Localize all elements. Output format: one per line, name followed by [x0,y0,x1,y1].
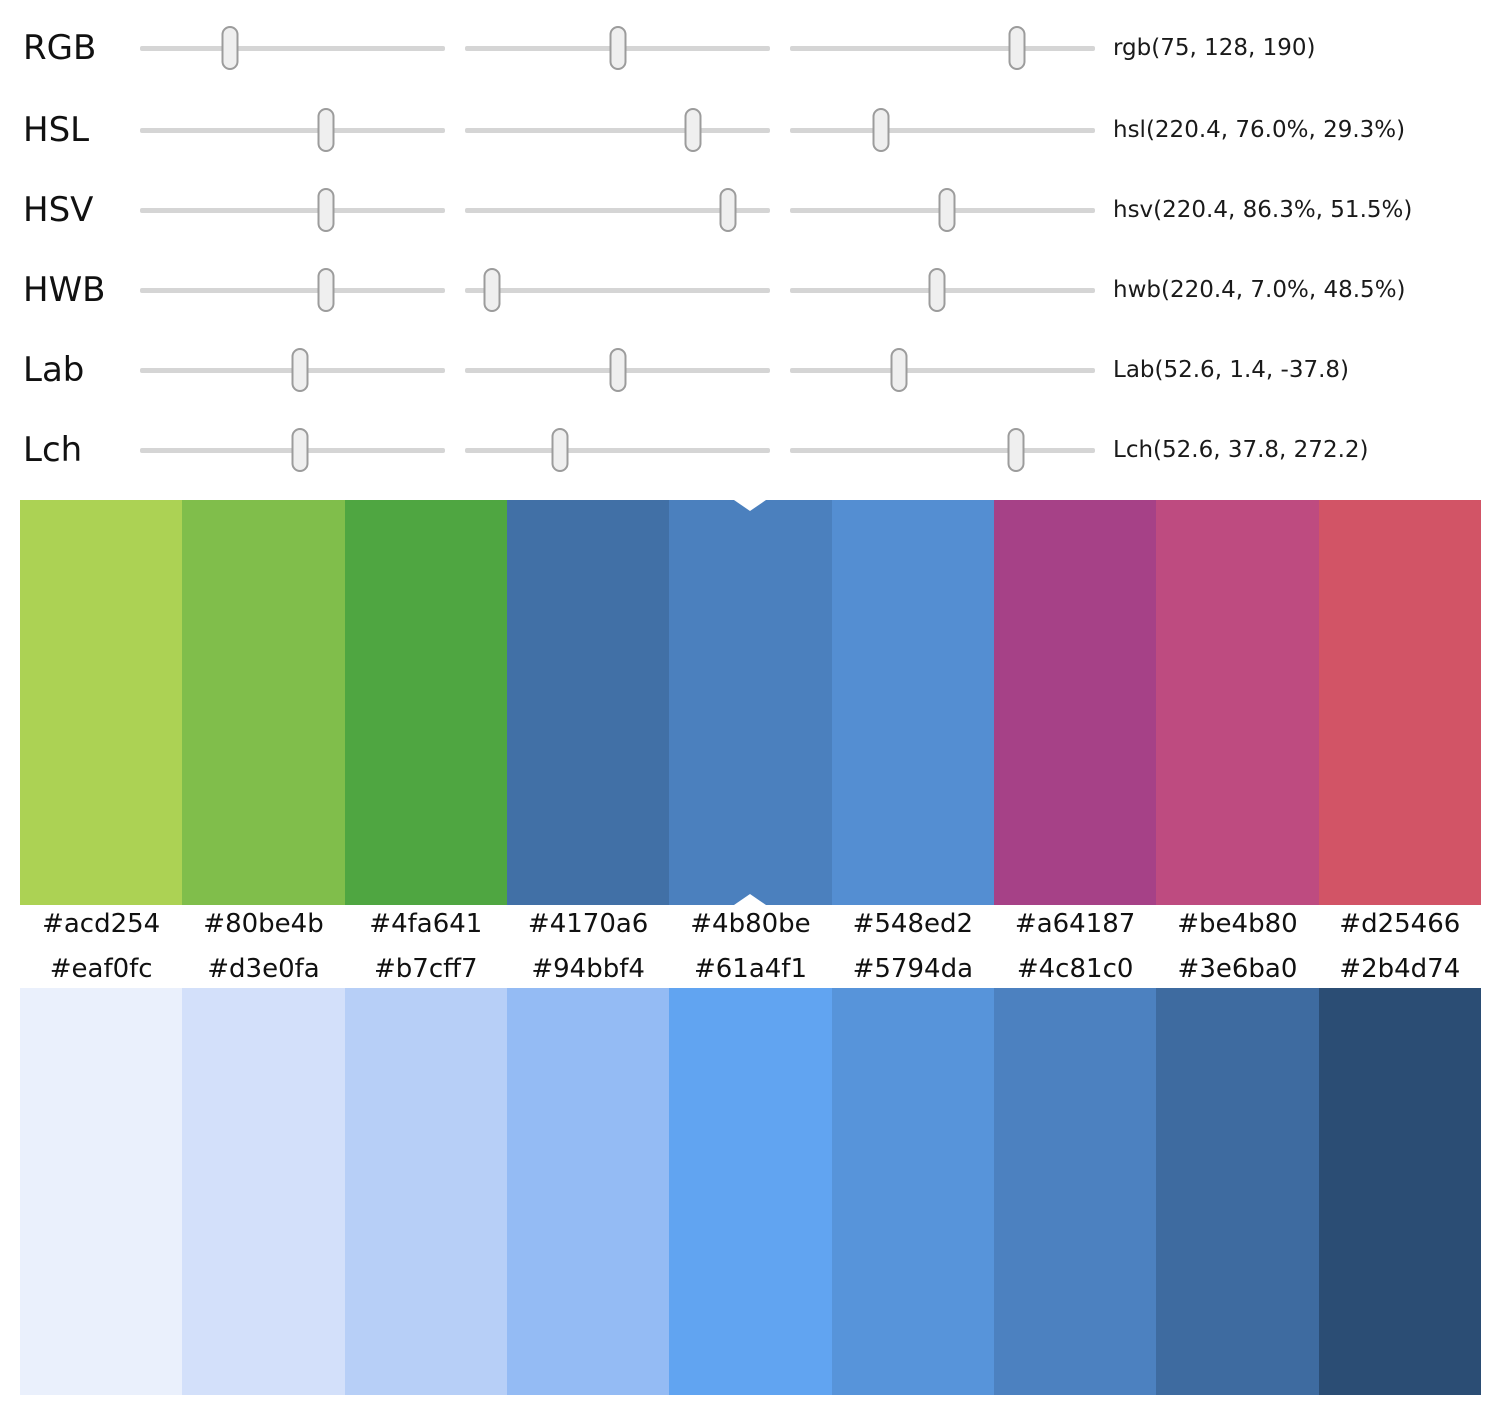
slider-row-lch: Lch Lch(52.6, 37.8, 272.2) [0,420,1501,480]
hex-code-label: #d25466 [1339,909,1461,939]
slider-handle-rgb-1[interactable] [221,26,239,70]
scale-swatch-5[interactable] [669,500,832,905]
hex-code-label: #d3e0fa [207,954,320,984]
slider-row-rgb: RGB rgb(75, 128, 190) [0,18,1501,78]
slider-row-hsv: HSV hsv(220.4, 86.3%, 51.5%) [0,180,1501,240]
slider-track-hsv-2[interactable] [465,188,770,232]
slider-track-hsl-1[interactable] [140,108,445,152]
scale-swatch-6[interactable] [831,500,994,905]
hex-code-label: #61a4f1 [693,954,807,984]
tint-shade-swatch-4[interactable] [506,988,670,1395]
slider-track-hsl-3[interactable] [790,108,1095,152]
slider-track-hwb-3[interactable] [790,268,1095,312]
slider-value-readout: hwb(220.4, 7.0%, 48.5%) [1113,277,1406,303]
hex-code-label: #5794da [852,954,973,984]
tint-shade-hex-labels: #eaf0fc #d3e0fa #b7cff7 #94bbf4 #61a4f1 #5794… [20,950,1481,988]
slider-track-rgb-2[interactable] [465,26,770,70]
hex-code-label: #be4b80 [1177,909,1298,939]
hex-code-label: #eaf0fc [49,954,153,984]
scale-hex-labels: #acd254 #80be4b #4fa641 #4170a6 #4b80be #548e… [20,905,1481,943]
tint-shade-swatch-6[interactable] [831,988,994,1395]
slider-handle-rgb-3[interactable] [1008,26,1026,70]
slider-track-lch-3[interactable] [790,428,1095,472]
slider-value-readout: hsl(220.4, 76.0%, 29.3%) [1113,117,1406,143]
slider-track-lab-3[interactable] [790,348,1095,392]
slider-row-hwb: HWB hwb(220.4, 7.0%, 48.5%) [0,260,1501,320]
tint-shade-swatch-1[interactable] [20,988,183,1395]
hex-code-label: #548ed2 [852,909,974,939]
hex-code-label: #4b80be [690,909,811,939]
slider-handle-lab-1[interactable] [291,348,309,392]
scale-swatch-3[interactable] [344,500,507,905]
hex-code-label: #4fa641 [369,909,483,939]
scale-swatch-2[interactable] [182,500,345,905]
slider-value-readout: rgb(75, 128, 190) [1113,35,1316,61]
slider-row-hsl: HSL hsl(220.4, 76.0%, 29.3%) [0,100,1501,160]
hex-code-label: #acd254 [42,909,161,939]
hex-code-label: #b7cff7 [374,954,478,984]
slider-handle-lch-1[interactable] [291,428,309,472]
slider-row-label: RGB [23,28,97,68]
tint-shade-swatch-2[interactable] [182,988,345,1395]
hex-code-label: #4170a6 [527,909,649,939]
tint-shade-palette [20,988,1481,1395]
scale-swatch-1[interactable] [20,500,183,905]
slider-track-hwb-2[interactable] [465,268,770,312]
selected-swatch-notch-top-icon [734,500,767,511]
hex-code-label: #3e6ba0 [1177,954,1298,984]
scale-swatch-4[interactable] [506,500,670,905]
slider-row-label: HWB [23,270,106,310]
tint-shade-swatch-3[interactable] [344,988,507,1395]
slider-handle-hwb-1[interactable] [317,268,335,312]
hex-code-label: #94bbf4 [531,954,645,984]
slider-track-lab-2[interactable] [465,348,770,392]
slider-handle-hwb-2[interactable] [483,268,501,312]
slider-handle-lch-2[interactable] [551,428,569,472]
slider-handle-lab-2[interactable] [609,348,627,392]
slider-track-hsv-1[interactable] [140,188,445,232]
tint-shade-swatch-7[interactable] [993,988,1157,1395]
slider-handle-hsv-2[interactable] [719,188,737,232]
slider-handle-hsl-1[interactable] [317,108,335,152]
slider-value-readout: hsv(220.4, 86.3%, 51.5%) [1113,197,1413,223]
tint-shade-swatch-5[interactable] [669,988,832,1395]
slider-track-hsv-3[interactable] [790,188,1095,232]
slider-track-lch-1[interactable] [140,428,445,472]
scale-swatch-8[interactable] [1156,500,1319,905]
slider-track-rgb-1[interactable] [140,26,445,70]
slider-track-hwb-1[interactable] [140,268,445,312]
slider-value-readout: Lab(52.6, 1.4, -37.8) [1113,357,1349,383]
hex-code-label: #4c81c0 [1016,954,1134,984]
slider-handle-lch-3[interactable] [1007,428,1025,472]
hex-code-label: #a64187 [1014,909,1136,939]
slider-track-lab-1[interactable] [140,348,445,392]
hue-scale-palette [20,500,1481,905]
tint-shade-swatch-8[interactable] [1156,988,1319,1395]
scale-swatch-9[interactable] [1318,500,1481,905]
slider-handle-hwb-3[interactable] [928,268,946,312]
slider-handle-hsl-2[interactable] [684,108,702,152]
slider-track-lch-2[interactable] [465,428,770,472]
slider-handle-lab-3[interactable] [890,348,908,392]
slider-track-rgb-3[interactable] [790,26,1095,70]
slider-handle-hsl-3[interactable] [872,108,890,152]
slider-handle-rgb-2[interactable] [609,26,627,70]
slider-row-label: HSL [23,110,90,150]
slider-handle-hsv-1[interactable] [317,188,335,232]
scale-swatch-7[interactable] [993,500,1157,905]
hex-code-label: #2b4d74 [1339,954,1461,984]
slider-row-lab: Lab Lab(52.6, 1.4, -37.8) [0,340,1501,400]
selected-swatch-notch-bottom-icon [734,894,767,905]
slider-row-label: Lch [23,430,83,470]
tint-shade-swatch-9[interactable] [1318,988,1481,1395]
slider-track-hsl-2[interactable] [465,108,770,152]
slider-handle-hsv-3[interactable] [938,188,956,232]
slider-row-label: HSV [23,190,94,230]
slider-row-label: Lab [23,350,85,390]
slider-value-readout: Lch(52.6, 37.8, 272.2) [1113,437,1369,463]
hex-code-label: #80be4b [203,909,324,939]
